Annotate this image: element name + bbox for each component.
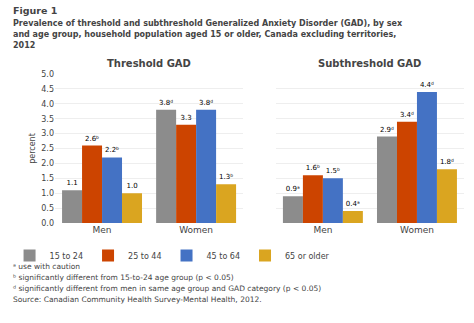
svg-text:2.6ᵇ: 2.6ᵇ bbox=[85, 135, 99, 143]
svg-text:1.8ᵈ: 1.8ᵈ bbox=[440, 158, 454, 166]
svg-text:4.4ᵈ: 4.4ᵈ bbox=[420, 81, 434, 89]
svg-text:3.8ᵈ: 3.8ᵈ bbox=[199, 99, 213, 107]
svg-text:0.9ᵃ: 0.9ᵃ bbox=[286, 185, 300, 193]
svg-text:0.0: 0.0 bbox=[41, 219, 54, 228]
svg-text:1.5: 1.5 bbox=[41, 174, 54, 183]
svg-text:45 to 64: 45 to 64 bbox=[207, 252, 240, 261]
svg-text:Men: Men bbox=[93, 225, 112, 235]
svg-text:1.3ᵇ: 1.3ᵇ bbox=[219, 173, 233, 181]
svg-text:1.0: 1.0 bbox=[126, 182, 137, 190]
svg-text:3.4ᵈ: 3.4ᵈ bbox=[400, 111, 414, 119]
svg-text:3.3: 3.3 bbox=[181, 114, 192, 122]
svg-text:Women: Women bbox=[400, 225, 434, 235]
svg-text:65 or older: 65 or older bbox=[285, 252, 330, 261]
svg-text:0.4ᵃ: 0.4ᵃ bbox=[346, 200, 360, 208]
svg-text:2012: 2012 bbox=[13, 41, 35, 50]
svg-text:4.5: 4.5 bbox=[41, 85, 54, 94]
svg-text:Figure 1: Figure 1 bbox=[13, 5, 57, 16]
svg-text:3.8ᵈ: 3.8ᵈ bbox=[159, 99, 173, 107]
svg-text:2.9ᵈ: 2.9ᵈ bbox=[380, 126, 394, 134]
svg-text:0.5: 0.5 bbox=[41, 204, 54, 213]
svg-text:Threshold GAD: Threshold GAD bbox=[107, 58, 191, 69]
svg-text:1.6ᵇ: 1.6ᵇ bbox=[306, 164, 320, 172]
svg-text:1.5ᵇ: 1.5ᵇ bbox=[326, 167, 340, 175]
svg-text:5.0: 5.0 bbox=[41, 70, 54, 79]
svg-text:25 to 44: 25 to 44 bbox=[128, 252, 161, 261]
svg-text:ᵃ use with caution: ᵃ use with caution bbox=[13, 262, 80, 271]
svg-text:percent: percent bbox=[28, 133, 37, 164]
svg-text:Women: Women bbox=[179, 225, 213, 235]
svg-text:Source: Canadian Community Hea: Source: Canadian Community Health Survey… bbox=[13, 295, 262, 304]
svg-text:2.0: 2.0 bbox=[41, 159, 54, 168]
svg-text:15 to 24: 15 to 24 bbox=[50, 252, 83, 261]
svg-text:ᵇ significantly different from: ᵇ significantly different from 15-to-24 … bbox=[13, 273, 234, 282]
svg-text:Men: Men bbox=[313, 225, 332, 235]
svg-text:ᵈ significantly different from: ᵈ significantly different from men in sa… bbox=[13, 284, 321, 293]
svg-text:2.2ᵇ: 2.2ᵇ bbox=[105, 146, 119, 154]
svg-text:1.0: 1.0 bbox=[41, 189, 54, 198]
svg-text:and age group, household popul: and age group, household population aged… bbox=[13, 30, 396, 39]
svg-text:3.0: 3.0 bbox=[41, 129, 54, 138]
svg-text:2.5: 2.5 bbox=[41, 144, 54, 153]
svg-text:3.5: 3.5 bbox=[41, 115, 54, 124]
svg-text:Subthreshold GAD: Subthreshold GAD bbox=[318, 58, 421, 69]
svg-text:1.1: 1.1 bbox=[66, 179, 77, 187]
svg-text:Prevalence of threshold and su: Prevalence of threshold and subthreshold… bbox=[13, 19, 403, 28]
svg-text:4.0: 4.0 bbox=[41, 100, 54, 109]
